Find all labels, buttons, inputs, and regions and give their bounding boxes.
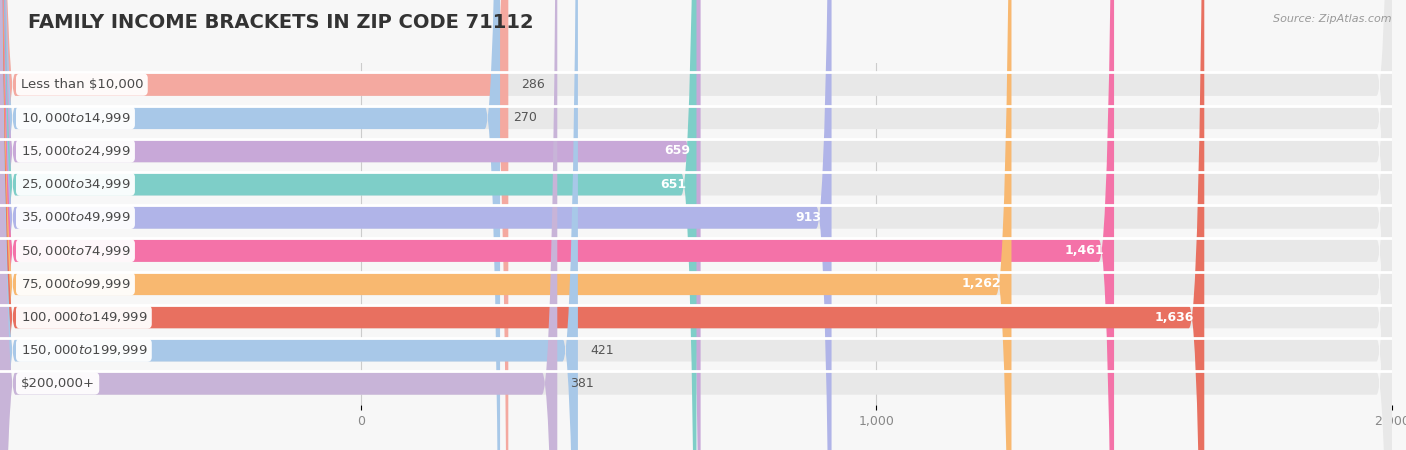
Text: 1,636: 1,636 — [1154, 310, 1194, 324]
Text: $15,000 to $24,999: $15,000 to $24,999 — [21, 144, 131, 158]
Text: 659: 659 — [664, 144, 690, 158]
Text: 913: 913 — [796, 211, 821, 224]
Text: 381: 381 — [571, 377, 593, 390]
Text: 1,262: 1,262 — [962, 277, 1001, 290]
FancyBboxPatch shape — [0, 0, 1011, 450]
FancyBboxPatch shape — [0, 0, 501, 450]
FancyBboxPatch shape — [0, 0, 696, 450]
FancyBboxPatch shape — [0, 0, 578, 450]
Text: 651: 651 — [659, 178, 686, 191]
Text: $150,000 to $199,999: $150,000 to $199,999 — [21, 343, 148, 357]
FancyBboxPatch shape — [0, 0, 700, 450]
Text: $25,000 to $34,999: $25,000 to $34,999 — [21, 177, 131, 191]
FancyBboxPatch shape — [0, 0, 557, 450]
FancyBboxPatch shape — [0, 0, 509, 450]
Text: 270: 270 — [513, 111, 537, 124]
Text: 421: 421 — [591, 344, 614, 357]
Text: 286: 286 — [522, 78, 546, 91]
Text: Source: ZipAtlas.com: Source: ZipAtlas.com — [1274, 14, 1392, 23]
Text: $50,000 to $74,999: $50,000 to $74,999 — [21, 243, 131, 257]
Text: $100,000 to $149,999: $100,000 to $149,999 — [21, 310, 148, 324]
Text: FAMILY INCOME BRACKETS IN ZIP CODE 71112: FAMILY INCOME BRACKETS IN ZIP CODE 71112 — [28, 14, 534, 32]
FancyBboxPatch shape — [0, 0, 831, 450]
Text: $75,000 to $99,999: $75,000 to $99,999 — [21, 277, 131, 291]
FancyBboxPatch shape — [0, 0, 1205, 450]
Text: $10,000 to $14,999: $10,000 to $14,999 — [21, 111, 131, 125]
Text: 1,461: 1,461 — [1064, 244, 1104, 257]
Text: $200,000+: $200,000+ — [21, 377, 94, 390]
Text: Less than $10,000: Less than $10,000 — [21, 78, 143, 91]
FancyBboxPatch shape — [0, 0, 1114, 450]
Text: $35,000 to $49,999: $35,000 to $49,999 — [21, 211, 131, 225]
